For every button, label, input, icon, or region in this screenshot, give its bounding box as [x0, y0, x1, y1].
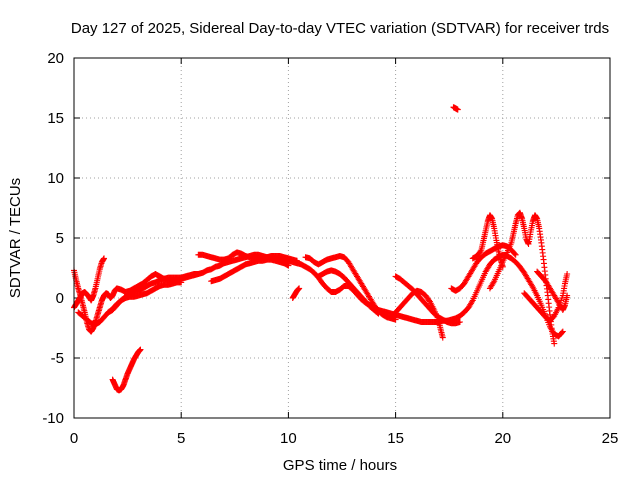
x-tick-label: 10	[280, 430, 297, 447]
data-point	[101, 255, 108, 262]
data-point	[564, 271, 571, 277]
plot-frame	[73, 57, 611, 419]
y-tick-label: -10	[42, 410, 64, 427]
data-point	[374, 309, 381, 316]
data-point	[564, 292, 571, 299]
x-tick-labels: 0 5 10 15 20 25	[70, 430, 619, 447]
data-point	[137, 346, 144, 353]
x-tick-label: 5	[177, 430, 185, 447]
data-point	[392, 316, 399, 323]
data-point	[490, 279, 497, 286]
x-tick-label: 25	[602, 430, 619, 447]
grid	[74, 58, 610, 418]
y-axis-label: SDTVAR / TECUs	[7, 178, 24, 298]
data-point	[512, 251, 519, 258]
data-point	[511, 250, 518, 257]
data-point	[559, 328, 566, 335]
x-tick-label: 20	[494, 430, 511, 447]
data-points	[71, 104, 571, 394]
data-point	[456, 319, 463, 325]
data-point	[528, 282, 535, 289]
y-tick-label: 10	[47, 170, 64, 187]
data-point	[195, 271, 202, 277]
data-point	[477, 248, 484, 255]
y-tick-labels: -10 -5 0 5 10 15 20	[42, 50, 64, 427]
data-point	[454, 106, 461, 113]
data-point	[178, 279, 185, 286]
data-point	[293, 257, 300, 264]
x-axis-label: GPS time / hours	[283, 457, 397, 474]
chart-title: Day 127 of 2025, Sidereal Day-to-day VTE…	[71, 20, 609, 37]
data-point	[296, 285, 303, 292]
data-point	[468, 298, 475, 305]
data-point	[439, 334, 446, 341]
data-point	[375, 310, 382, 317]
x-tick-label: 15	[387, 430, 404, 447]
y-tick-label: 5	[56, 230, 64, 247]
y-tick-label: 20	[47, 50, 64, 67]
data-point	[558, 329, 565, 336]
data-point	[285, 262, 292, 269]
y-tick-label: 0	[56, 290, 64, 307]
y-tick-label: -5	[51, 350, 64, 367]
x-tick-label: 0	[70, 430, 78, 447]
data-point	[551, 340, 558, 347]
y-tick-label: 15	[47, 110, 64, 127]
